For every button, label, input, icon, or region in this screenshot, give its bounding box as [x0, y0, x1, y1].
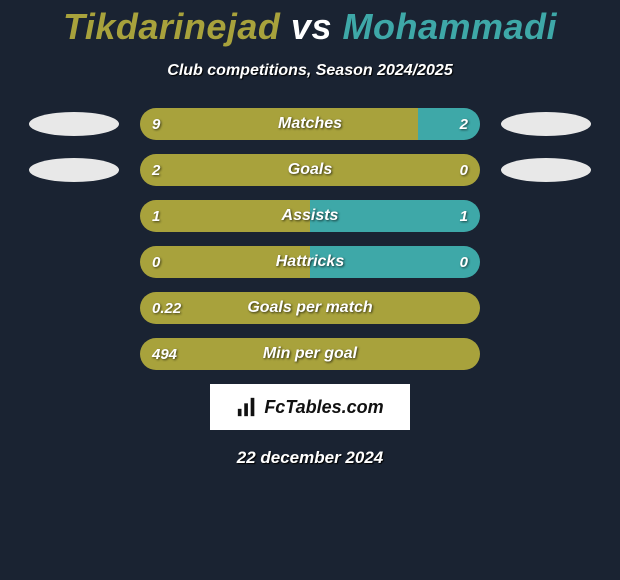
stat-row: Min per goal494	[0, 338, 620, 370]
stat-row: Goals per match0.22	[0, 292, 620, 324]
avatar-placeholder-right	[496, 154, 596, 186]
avatar-ellipse	[501, 112, 591, 136]
avatar-placeholder-right	[496, 338, 596, 370]
stat-bar: Goals per match0.22	[140, 292, 480, 324]
stats-container: Matches92 Goals20 Assists11 Hattricks00 Goal…	[0, 108, 620, 370]
avatar-ellipse	[501, 158, 591, 182]
title-vs: vs	[291, 6, 332, 47]
avatar-placeholder-left	[24, 154, 124, 186]
stat-row: Hattricks00	[0, 246, 620, 278]
stat-bar-left	[140, 338, 480, 370]
stat-bar-left	[140, 154, 480, 186]
stat-bar-left	[140, 200, 310, 232]
avatar-ellipse	[29, 112, 119, 136]
fctables-logo: FcTables.com	[210, 384, 410, 430]
stat-row: Goals20	[0, 154, 620, 186]
stat-bar-right	[310, 200, 480, 232]
avatar-placeholder-left	[24, 246, 124, 278]
avatar-placeholder-right	[496, 292, 596, 324]
avatar-placeholder-left	[24, 292, 124, 324]
stat-row: Assists11	[0, 200, 620, 232]
avatar-placeholder-right	[496, 200, 596, 232]
stat-bar: Min per goal494	[140, 338, 480, 370]
comparison-title: Tikdarinejad vs Mohammadi	[0, 0, 620, 48]
stat-bar: Matches92	[140, 108, 480, 140]
subtitle: Club competitions, Season 2024/2025	[0, 62, 620, 80]
avatar-placeholder-left	[24, 338, 124, 370]
title-player-a: Tikdarinejad	[63, 6, 280, 47]
avatar-placeholder-right	[496, 108, 596, 140]
stat-bar: Hattricks00	[140, 246, 480, 278]
stat-bar-right	[418, 108, 480, 140]
logo-text: FcTables.com	[264, 397, 383, 418]
title-player-b: Mohammadi	[342, 6, 557, 47]
stat-bar: Assists11	[140, 200, 480, 232]
stat-bar: Goals20	[140, 154, 480, 186]
avatar-ellipse	[29, 158, 119, 182]
chart-bars-icon	[236, 396, 258, 418]
stat-row: Matches92	[0, 108, 620, 140]
stat-bar-right	[310, 246, 480, 278]
comparison-date: 22 december 2024	[0, 448, 620, 468]
avatar-placeholder-left	[24, 200, 124, 232]
stat-bar-left	[140, 108, 418, 140]
stat-bar-left	[140, 246, 310, 278]
stat-bar-left	[140, 292, 480, 324]
avatar-placeholder-right	[496, 246, 596, 278]
avatar-placeholder-left	[24, 108, 124, 140]
